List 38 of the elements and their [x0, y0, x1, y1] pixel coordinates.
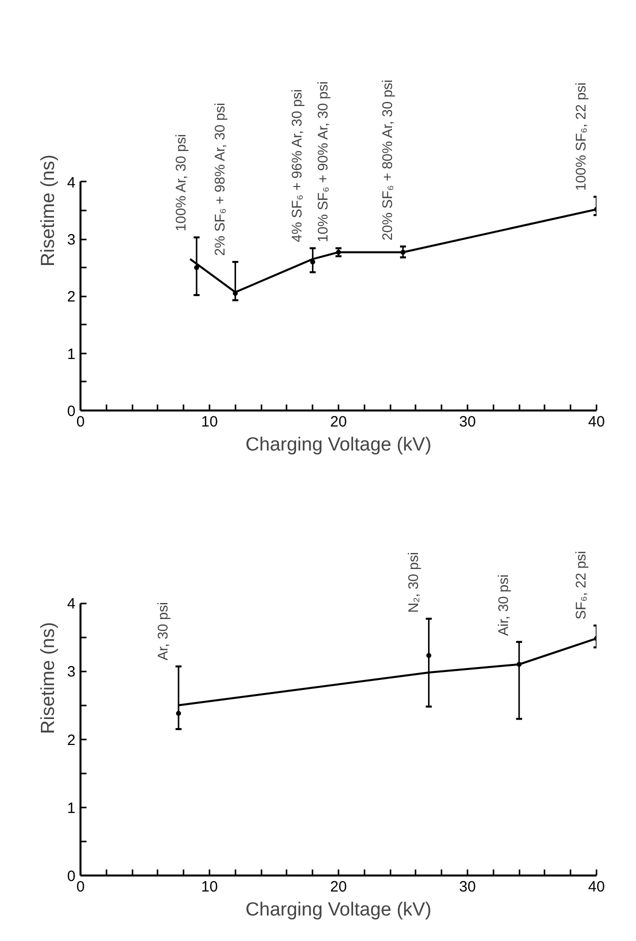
y-axis-title: Risetime (ns) — [38, 622, 60, 734]
y-tick-label: 3 — [67, 232, 76, 249]
x-tick-label: 20 — [330, 878, 347, 896]
y-tick-label: 1 — [67, 346, 76, 363]
x-tick-label: 30 — [459, 878, 476, 896]
x-tick-label: 20 — [330, 414, 347, 430]
y-tick-label: 2 — [67, 288, 76, 306]
annotation: 4% SF₆ + 96% Ar, 30 psi — [288, 89, 305, 242]
point — [310, 259, 316, 264]
y-tick-label: 4 — [67, 174, 76, 192]
annotation: N₂, 30 psi — [404, 552, 421, 613]
annotation: 20% SF₆ + 80% Ar, 30 psi — [379, 80, 395, 240]
x-axis-title: Charging Voltage (kV) — [246, 434, 432, 456]
annotation: Ar, 30 psi — [154, 602, 171, 660]
y-axis-title: Risetime (ns) — [38, 154, 60, 266]
x-tick-label: 30 — [459, 414, 476, 430]
y-tick-label: 4 — [67, 596, 76, 613]
annotation: SF₆, 22 psi — [572, 550, 588, 620]
point — [194, 265, 200, 270]
annotation: 100% SF₆, 22 psi — [572, 82, 588, 191]
annotation: 100% Ar, 30 psi — [172, 134, 189, 232]
annotation: 2% SF₆ + 98% Ar, 30 psi — [211, 102, 228, 256]
point — [516, 662, 522, 667]
annotation: 10% SF₆ + 90% Ar, 30 psi — [314, 81, 330, 242]
x-tick-label: 40 — [588, 878, 605, 896]
point — [400, 250, 406, 255]
y-tick-label: 0 — [67, 868, 76, 885]
y-tick-label: 3 — [67, 664, 76, 681]
x-tick-label: 10 — [201, 414, 218, 430]
x-tick-label: 10 — [201, 878, 218, 896]
x-tick-label: 40 — [588, 414, 605, 430]
annotation: Air, 30 psi — [495, 574, 512, 636]
point — [176, 710, 182, 716]
y-tick-label: 0 — [67, 403, 76, 420]
point — [426, 653, 432, 658]
x-axis-title: Charging Voltage (kV) — [246, 900, 432, 920]
y-tick-label: 2 — [67, 732, 76, 749]
y-tick-label: 1 — [67, 800, 76, 817]
